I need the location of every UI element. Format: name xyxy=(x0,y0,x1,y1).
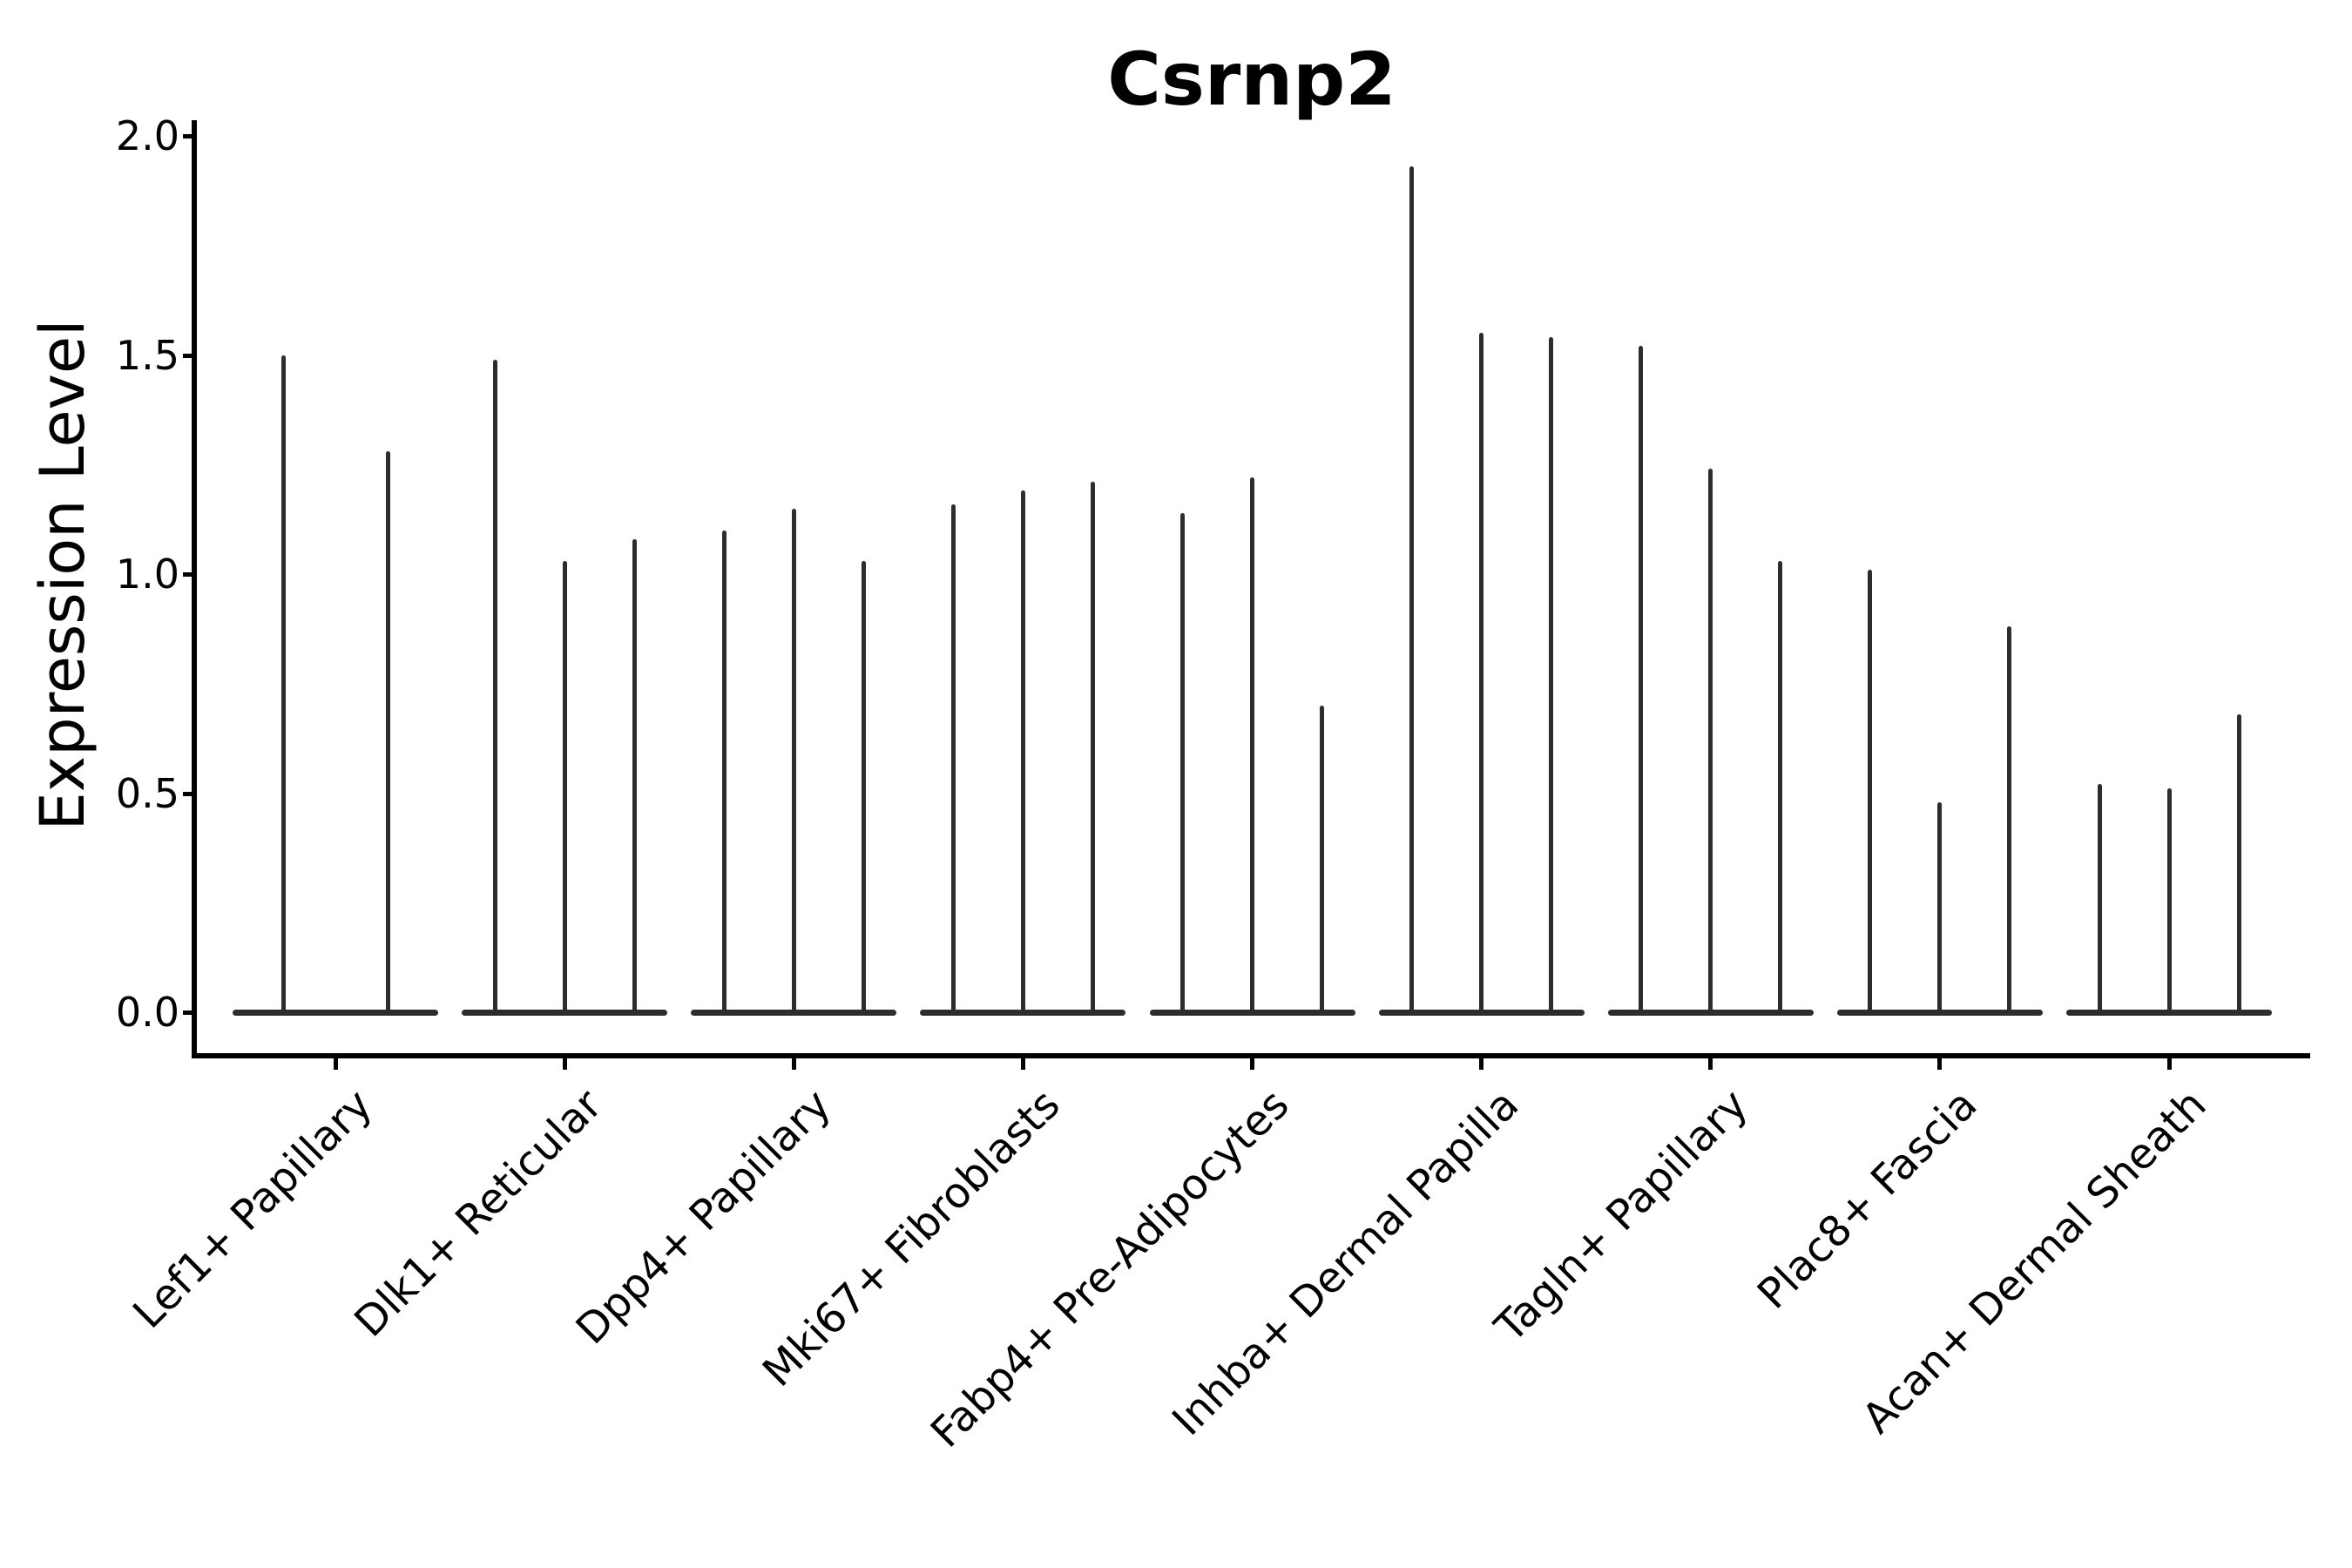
y-tick-label: 0.0 xyxy=(115,989,179,1036)
y-axis-spine xyxy=(192,120,197,1058)
violin-max-spike xyxy=(563,561,567,1015)
violin-max-spike xyxy=(1708,469,1713,1015)
violin-max-spike xyxy=(2167,788,2172,1015)
y-tick-label: 2.0 xyxy=(115,112,179,159)
violin-max-spike xyxy=(281,355,286,1015)
violin-max-spike xyxy=(862,561,866,1015)
plot-title: Csrnp2 xyxy=(1107,37,1396,122)
x-category-label: Dpp4+ Papillary xyxy=(566,1080,841,1355)
violin-max-spike xyxy=(722,531,727,1015)
violin-max-spike xyxy=(1180,513,1185,1015)
y-tick-mark xyxy=(183,1010,197,1015)
violin-max-spike xyxy=(1549,337,1553,1015)
x-tick-mark xyxy=(1250,1056,1254,1070)
x-tick-mark xyxy=(1937,1056,1942,1070)
x-tick-mark xyxy=(1479,1056,1484,1070)
violin-max-spike xyxy=(386,451,390,1015)
violin-max-spike xyxy=(1639,346,1643,1015)
y-tick-label: 1.0 xyxy=(115,551,179,598)
violin-zero-baseline xyxy=(233,1010,438,1016)
x-category-label: Plac8+ Fascia xyxy=(1748,1080,1987,1319)
y-tick-label: 1.5 xyxy=(115,332,179,379)
violin-max-spike xyxy=(1320,706,1324,1015)
y-tick-mark xyxy=(183,792,197,796)
y-axis-label: Expression Level xyxy=(27,319,98,831)
x-tick-mark xyxy=(792,1056,796,1070)
x-tick-mark xyxy=(563,1056,567,1070)
x-tick-mark xyxy=(1708,1056,1713,1070)
violin-max-spike xyxy=(1868,570,1872,1015)
violin-max-spike xyxy=(1778,561,1782,1015)
violin-max-spike xyxy=(951,504,956,1015)
x-tick-mark xyxy=(334,1056,338,1070)
violin-max-spike xyxy=(2007,626,2011,1015)
violin-max-spike xyxy=(1021,490,1025,1015)
violin-max-spike xyxy=(493,360,497,1015)
violin-max-spike xyxy=(1937,802,1942,1015)
violin-max-spike xyxy=(792,509,796,1015)
y-tick-mark xyxy=(183,572,197,577)
x-category-label: Tagln+ Papillary xyxy=(1485,1080,1758,1352)
y-tick-mark xyxy=(183,354,197,358)
violin-max-spike xyxy=(1409,166,1414,1015)
violin-max-spike xyxy=(632,539,637,1015)
violin-max-spike xyxy=(1250,477,1254,1015)
y-tick-mark xyxy=(183,134,197,139)
y-tick-label: 0.5 xyxy=(115,770,179,817)
x-tick-mark xyxy=(2167,1056,2172,1070)
violin-max-spike xyxy=(2237,714,2241,1015)
x-category-label: Lef1+ Papillary xyxy=(124,1080,382,1338)
violin-max-spike xyxy=(1091,482,1095,1015)
violin-max-spike xyxy=(2098,784,2102,1015)
x-category-label: Dlk1+ Reticular xyxy=(344,1080,612,1347)
violin-max-spike xyxy=(1479,333,1484,1015)
x-tick-mark xyxy=(1021,1056,1025,1070)
